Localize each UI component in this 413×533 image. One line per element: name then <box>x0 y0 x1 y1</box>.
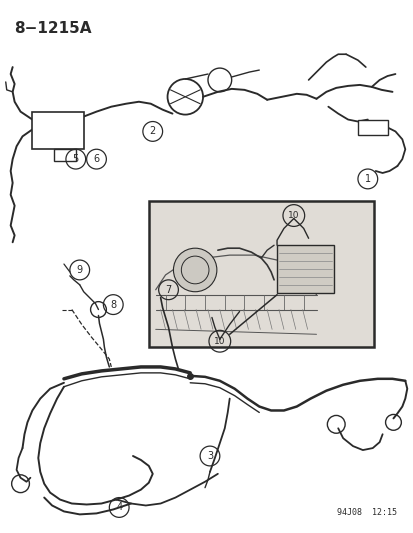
Bar <box>32 111 83 149</box>
Text: 3: 3 <box>206 451 213 461</box>
Bar <box>148 201 373 347</box>
Circle shape <box>173 248 216 292</box>
Text: 6: 6 <box>93 154 99 164</box>
Text: 1: 1 <box>364 174 370 184</box>
Bar <box>276 245 333 293</box>
Text: 4: 4 <box>116 503 122 512</box>
Text: 9: 9 <box>76 265 83 275</box>
Bar <box>54 149 76 161</box>
Bar <box>357 119 387 135</box>
Text: 5: 5 <box>73 154 79 164</box>
Text: 10: 10 <box>287 211 299 220</box>
Text: 2: 2 <box>149 126 155 136</box>
Text: 7: 7 <box>165 285 171 295</box>
Text: 8: 8 <box>110 300 116 310</box>
Text: 94J08  12:15: 94J08 12:15 <box>337 508 396 518</box>
Text: 10: 10 <box>214 337 225 346</box>
Text: 8−1215A: 8−1215A <box>14 21 92 36</box>
